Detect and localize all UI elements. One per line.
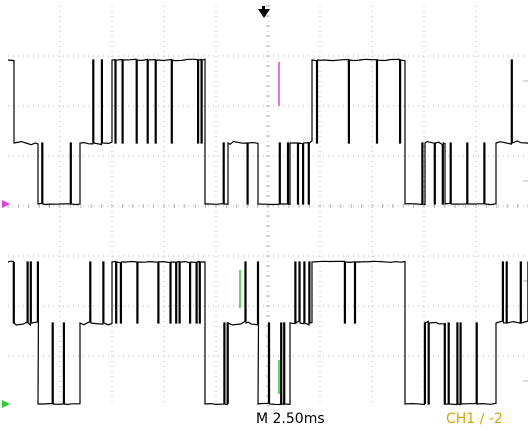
ch2-trace (7, 260, 528, 406)
down-arrow-icon-stem (262, 6, 265, 11)
traces (7, 58, 528, 406)
markers (2, 6, 280, 408)
ch1-trace (7, 58, 528, 206)
trigger-readout: CH1 ∕ -2 (446, 411, 503, 427)
timebase-readout: M 2.50ms (256, 411, 325, 427)
down-arrow-icon (258, 9, 270, 18)
ch2-ground-right-arrow-icon (2, 400, 10, 408)
ch1-ground-right-arrow-icon (2, 200, 10, 208)
